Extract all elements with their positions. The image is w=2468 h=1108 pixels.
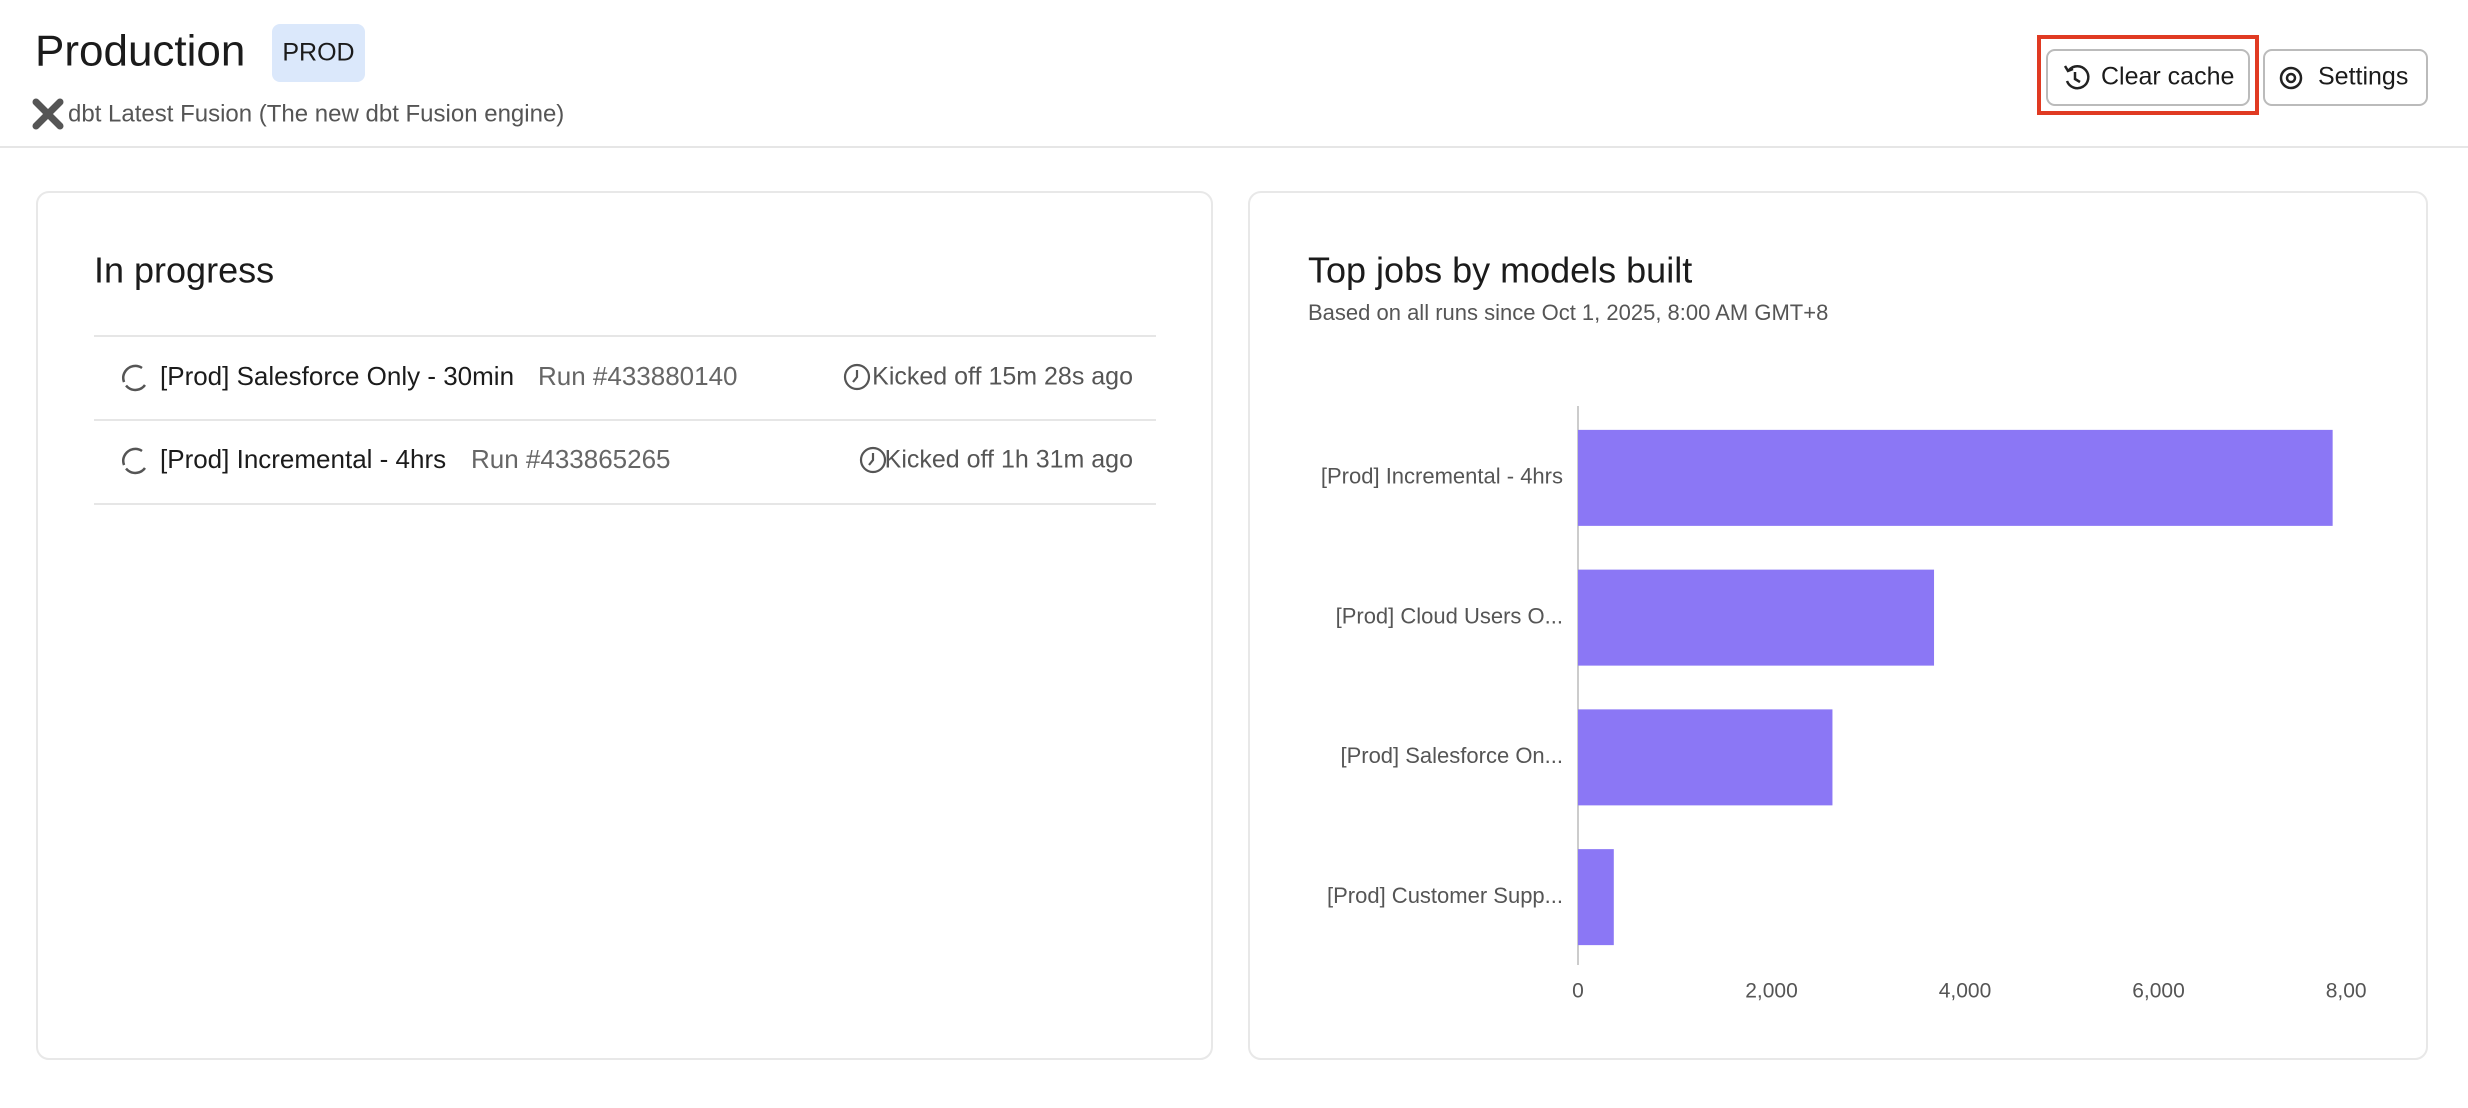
x-tick-label: 6,000 (2132, 980, 2185, 1003)
card-title: In progress (94, 250, 274, 291)
chart-subtitle: Based on all runs since Oct 1, 2025, 8:0… (1308, 300, 1828, 325)
highlight-box (2037, 35, 2259, 115)
run-status: Kicked off 15m 28s ago (872, 363, 1133, 391)
x-tick-label: 8,000 (2326, 980, 2379, 1003)
x-tick-label: 4,000 (1939, 980, 1992, 1003)
clock-icon (843, 363, 887, 474)
bar (1578, 709, 1833, 806)
clear-cache-button[interactable] (2046, 49, 2250, 106)
page-subtitle: dbt Latest Fusion (The new dbt Fusion en… (68, 100, 564, 127)
env-badge: PROD (282, 39, 354, 67)
in-progress-card (36, 191, 1213, 1060)
job-name[interactable]: [Prod] Salesforce Only - 30min (160, 361, 514, 391)
settings-button[interactable] (2263, 49, 2428, 106)
y-tick-label: [Prod] Salesforce On... (1340, 743, 1563, 768)
settings-label[interactable]: Settings (2318, 63, 2408, 91)
history-icon (2063, 65, 2090, 90)
x-tick-label: 0 (1572, 980, 1584, 1003)
run-id[interactable]: Run #433880140 (538, 361, 738, 391)
y-tick-label: [Prod] Incremental - 4hrs (1321, 464, 1563, 489)
run-id[interactable]: Run #433865265 (471, 444, 671, 474)
bar (1578, 429, 2333, 526)
spinner-icon (122, 364, 147, 475)
bar (1578, 849, 1614, 946)
chart-title: Top jobs by models built (1308, 250, 1692, 291)
run-status: Kicked off 1h 31m ago (885, 446, 1133, 474)
page-title: Production (35, 27, 245, 76)
x-tick-label: 2,000 (1745, 980, 1798, 1003)
fusion-icon (32, 98, 64, 130)
gear-icon (2279, 66, 2303, 90)
badge-bg (272, 24, 365, 82)
clear-cache-label[interactable]: Clear cache (2101, 63, 2234, 91)
y-tick-label: [Prod] Cloud Users O... (1336, 603, 1563, 628)
y-tick-label: [Prod] Customer Supp... (1327, 883, 1563, 908)
plot: 0 2,000 4,000 6,000 8,000 (1572, 406, 2379, 1003)
bar (1578, 569, 1935, 666)
job-name[interactable]: [Prod] Incremental - 4hrs (160, 444, 446, 474)
